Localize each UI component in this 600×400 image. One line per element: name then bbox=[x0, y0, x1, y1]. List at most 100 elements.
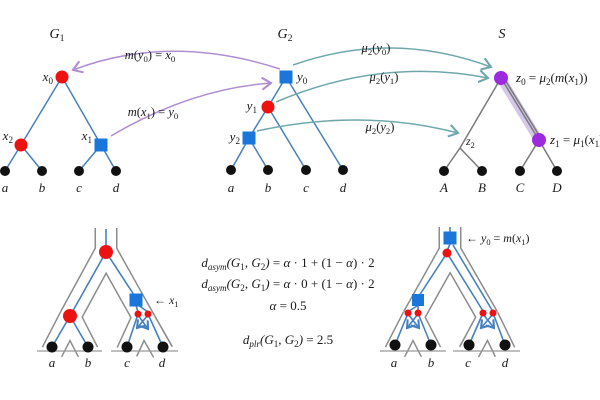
label-x1: x1 bbox=[81, 128, 92, 145]
reconciliation-right: ← y0 = m(x1) a b c d bbox=[380, 223, 529, 370]
leaf-dot bbox=[477, 166, 487, 176]
equation-dasym-g1g2: dasym(G1, G2) = α · 1 + (1 − α) · 2 bbox=[201, 255, 374, 272]
arrow-mu2-y1 bbox=[275, 71, 488, 103]
leaf-dot bbox=[389, 339, 401, 351]
leaf-dot bbox=[46, 341, 58, 353]
arrow-label-m-y0: m(y0) = x0 bbox=[125, 48, 176, 64]
leaf-dot bbox=[425, 339, 437, 351]
leaf-label: d bbox=[159, 355, 166, 370]
label-y0: y0 bbox=[295, 69, 308, 86]
leaf-dot bbox=[82, 341, 94, 353]
leaf-dot bbox=[226, 165, 236, 175]
leaf-dot bbox=[74, 166, 84, 176]
leaf-label: A bbox=[439, 180, 448, 195]
gene-edge bbox=[267, 106, 307, 171]
equation-dplr: dplr(G1, G2) = 2.5 bbox=[243, 332, 333, 349]
leaf-label: b bbox=[39, 180, 46, 195]
equations: dasym(G1, G2) = α · 1 + (1 − α) · 2 dasy… bbox=[201, 255, 374, 349]
arrow-m-y0-to-x0 bbox=[73, 50, 281, 70]
node-x2-red bbox=[63, 309, 77, 323]
transfer-cross-arrow bbox=[407, 313, 419, 328]
gene-tree-g2-embedded bbox=[394, 227, 506, 346]
event-dot-red bbox=[414, 309, 422, 317]
label-z1-equation: z1 = μ1(x1) bbox=[549, 132, 600, 149]
leaf-dot bbox=[157, 341, 169, 353]
event-dot-red bbox=[404, 309, 412, 317]
arrow-mu2-y2 bbox=[256, 119, 458, 133]
arrow-label-mu-y0: μ2(y0) bbox=[361, 41, 391, 57]
leaf-label: c bbox=[465, 355, 471, 370]
leaf-dot bbox=[263, 165, 273, 175]
arrow-m-x1-to-y0 bbox=[110, 83, 271, 137]
tree-g2 bbox=[230, 76, 344, 171]
label-y2: y2 bbox=[228, 129, 241, 146]
leaf-dot bbox=[37, 166, 47, 176]
transfer-cross-arrow bbox=[137, 314, 149, 328]
leaf-label: a bbox=[391, 355, 398, 370]
pointer-label-y0: ← y0 = m(x1) bbox=[466, 231, 529, 247]
leaf-dot bbox=[499, 339, 511, 351]
event-dot-red bbox=[479, 309, 487, 317]
species-edge-highlighted bbox=[502, 76, 542, 140]
leaf-dot bbox=[121, 341, 133, 353]
species-edge bbox=[459, 77, 502, 149]
leaf-dot bbox=[463, 339, 475, 351]
leaf-dot bbox=[111, 166, 121, 176]
leaf-label: c bbox=[124, 355, 130, 370]
leaf-label: a bbox=[228, 180, 235, 195]
pointer-label-x1: ← x1 bbox=[154, 293, 179, 309]
leaf-label: b bbox=[265, 180, 272, 195]
label-y1: y1 bbox=[245, 98, 257, 115]
leaf-dot bbox=[439, 166, 449, 176]
node-z0-purple bbox=[494, 71, 508, 85]
node-y2-square bbox=[412, 294, 424, 306]
leaf-dot bbox=[0, 166, 10, 176]
tree-title-g1: G1 bbox=[49, 27, 64, 44]
arrow-mu2-y0 bbox=[292, 47, 491, 67]
label-x0: x0 bbox=[42, 69, 54, 86]
node-y0-square bbox=[279, 70, 293, 84]
leaf-label: d bbox=[340, 180, 347, 195]
node-x0-red bbox=[55, 70, 69, 84]
leaf-dot bbox=[515, 166, 525, 176]
leaf-label: c bbox=[303, 180, 309, 195]
label-z0-equation: z0 = μ2(m(x1)) bbox=[515, 70, 588, 87]
leaf-dot bbox=[338, 165, 348, 175]
event-dot-red bbox=[134, 310, 142, 318]
arrow-label-m-x1: m(x1) = y0 bbox=[128, 105, 179, 121]
leaf-dot bbox=[552, 166, 562, 176]
mapping-arrows bbox=[73, 47, 491, 137]
leaf-label: b bbox=[85, 355, 92, 370]
leaf-label: B bbox=[478, 180, 486, 195]
node-x2-red bbox=[14, 138, 28, 152]
transfer-cross-arrow bbox=[481, 313, 494, 328]
top-nodes bbox=[0, 70, 562, 176]
leaf-dot bbox=[301, 165, 311, 175]
event-dot-red bbox=[489, 309, 497, 317]
tree-title-g2: G2 bbox=[277, 27, 292, 44]
reconciliation-left: ← x1 a b c d bbox=[37, 224, 179, 370]
leaf-label: b bbox=[428, 355, 435, 370]
tree-g1 bbox=[4, 76, 117, 172]
gene-edge bbox=[61, 76, 102, 146]
species-edge-highlighted bbox=[500, 77, 540, 141]
equation-alpha: α = 0.5 bbox=[270, 298, 307, 313]
node-x0-red bbox=[99, 245, 113, 259]
leaf-label: D bbox=[551, 180, 562, 195]
species-edge bbox=[459, 147, 483, 172]
leaf-label: d bbox=[113, 180, 120, 195]
tree-title-s: S bbox=[499, 27, 506, 42]
node-y0-square bbox=[443, 231, 457, 245]
equation-dasym-g2g1: dasym(G2, G1) = α · 0 + (1 − α) · 2 bbox=[201, 276, 374, 293]
leaf-label: a bbox=[49, 355, 56, 370]
node-y2-square bbox=[242, 131, 256, 145]
leaf-label: C bbox=[516, 180, 525, 195]
species-pipe-interior bbox=[42, 224, 173, 359]
node-x1-square bbox=[129, 293, 143, 307]
arrow-label-mu-y2: μ2(y2) bbox=[365, 120, 395, 136]
gene-edge bbox=[285, 76, 344, 171]
top-text: G1 G2 S x0 x2 x1 y0 y1 y2 z0 = μ2(m(x1))… bbox=[2, 27, 600, 195]
arrow-label-mu-y1: μ2(y1) bbox=[369, 70, 399, 86]
